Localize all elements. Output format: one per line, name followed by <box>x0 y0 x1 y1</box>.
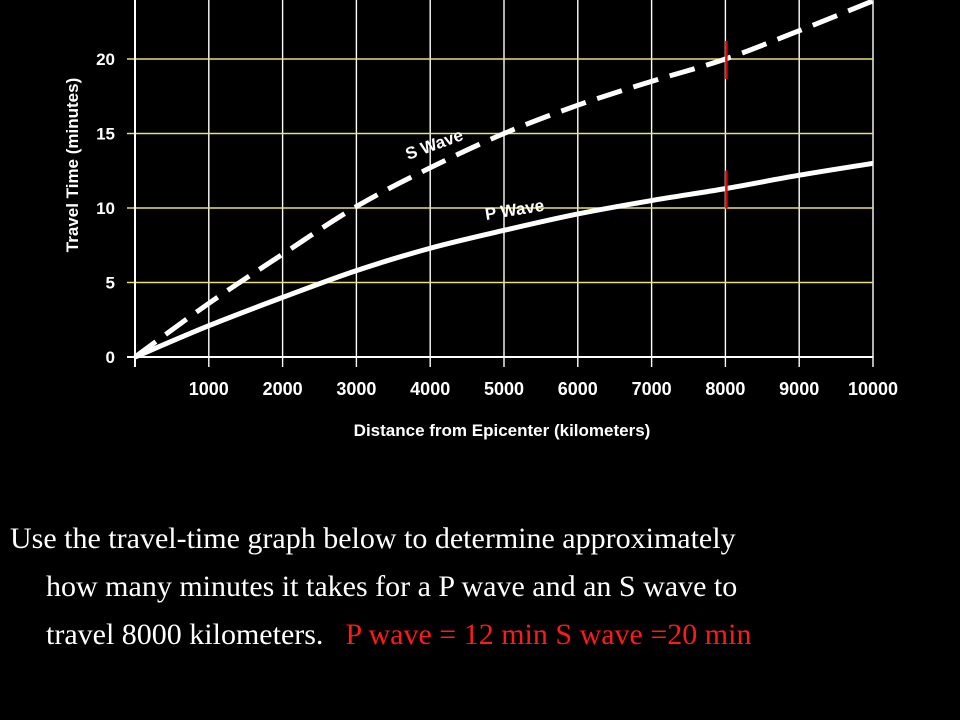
y-tick-label: 15 <box>96 125 115 144</box>
answer-text: P wave = 12 min S wave =20 min <box>345 618 752 651</box>
question-caption: Use the travel-time graph below to deter… <box>10 515 950 659</box>
series-layer <box>133 0 874 360</box>
s-wave-label: S Wave <box>403 125 466 163</box>
caption-line-3: travel 8000 kilometers. P wave = 12 min S… <box>10 611 950 659</box>
axis-layer: 1000 2000 3000 4000 5000 6000 7000 8000 9000 1000… <box>63 0 898 440</box>
x-tick-label: 1000 <box>189 379 229 399</box>
x-tick-label: 7000 <box>632 379 672 399</box>
x-axis-title: Distance from Epicenter (kilometers) <box>354 421 651 440</box>
x-tick-label: 4000 <box>410 379 450 399</box>
y-axis-title: Travel Time (minutes) <box>63 78 82 252</box>
y-tick-label: 10 <box>96 199 115 218</box>
x-tick-label: 2000 <box>263 379 303 399</box>
label-layer: S Wave P Wave <box>403 125 546 224</box>
s-wave-curve <box>133 0 874 360</box>
caption-line-2: how many minutes it takes for a P wave a… <box>46 570 738 603</box>
y-tick-label: 20 <box>96 50 115 69</box>
x-tick-label: 8000 <box>705 379 745 399</box>
y-tick-label: 0 <box>106 348 115 367</box>
x-tick-label: 5000 <box>484 379 524 399</box>
travel-time-chart: 1000 2000 3000 4000 5000 6000 7000 8000 9000 1000… <box>63 0 898 440</box>
y-tick-label: 5 <box>106 274 115 293</box>
p-wave-label: P Wave <box>484 196 546 224</box>
x-tick-label: 6000 <box>558 379 598 399</box>
x-tick-label: 10000 <box>848 379 898 399</box>
x-tick-label: 3000 <box>336 379 376 399</box>
x-tick-label: 9000 <box>779 379 819 399</box>
p-wave-curve <box>134 160 874 360</box>
caption-line-1: Use the travel-time graph below to deter… <box>10 522 736 555</box>
caption-line-3-text: travel 8000 kilometers. <box>46 618 324 651</box>
